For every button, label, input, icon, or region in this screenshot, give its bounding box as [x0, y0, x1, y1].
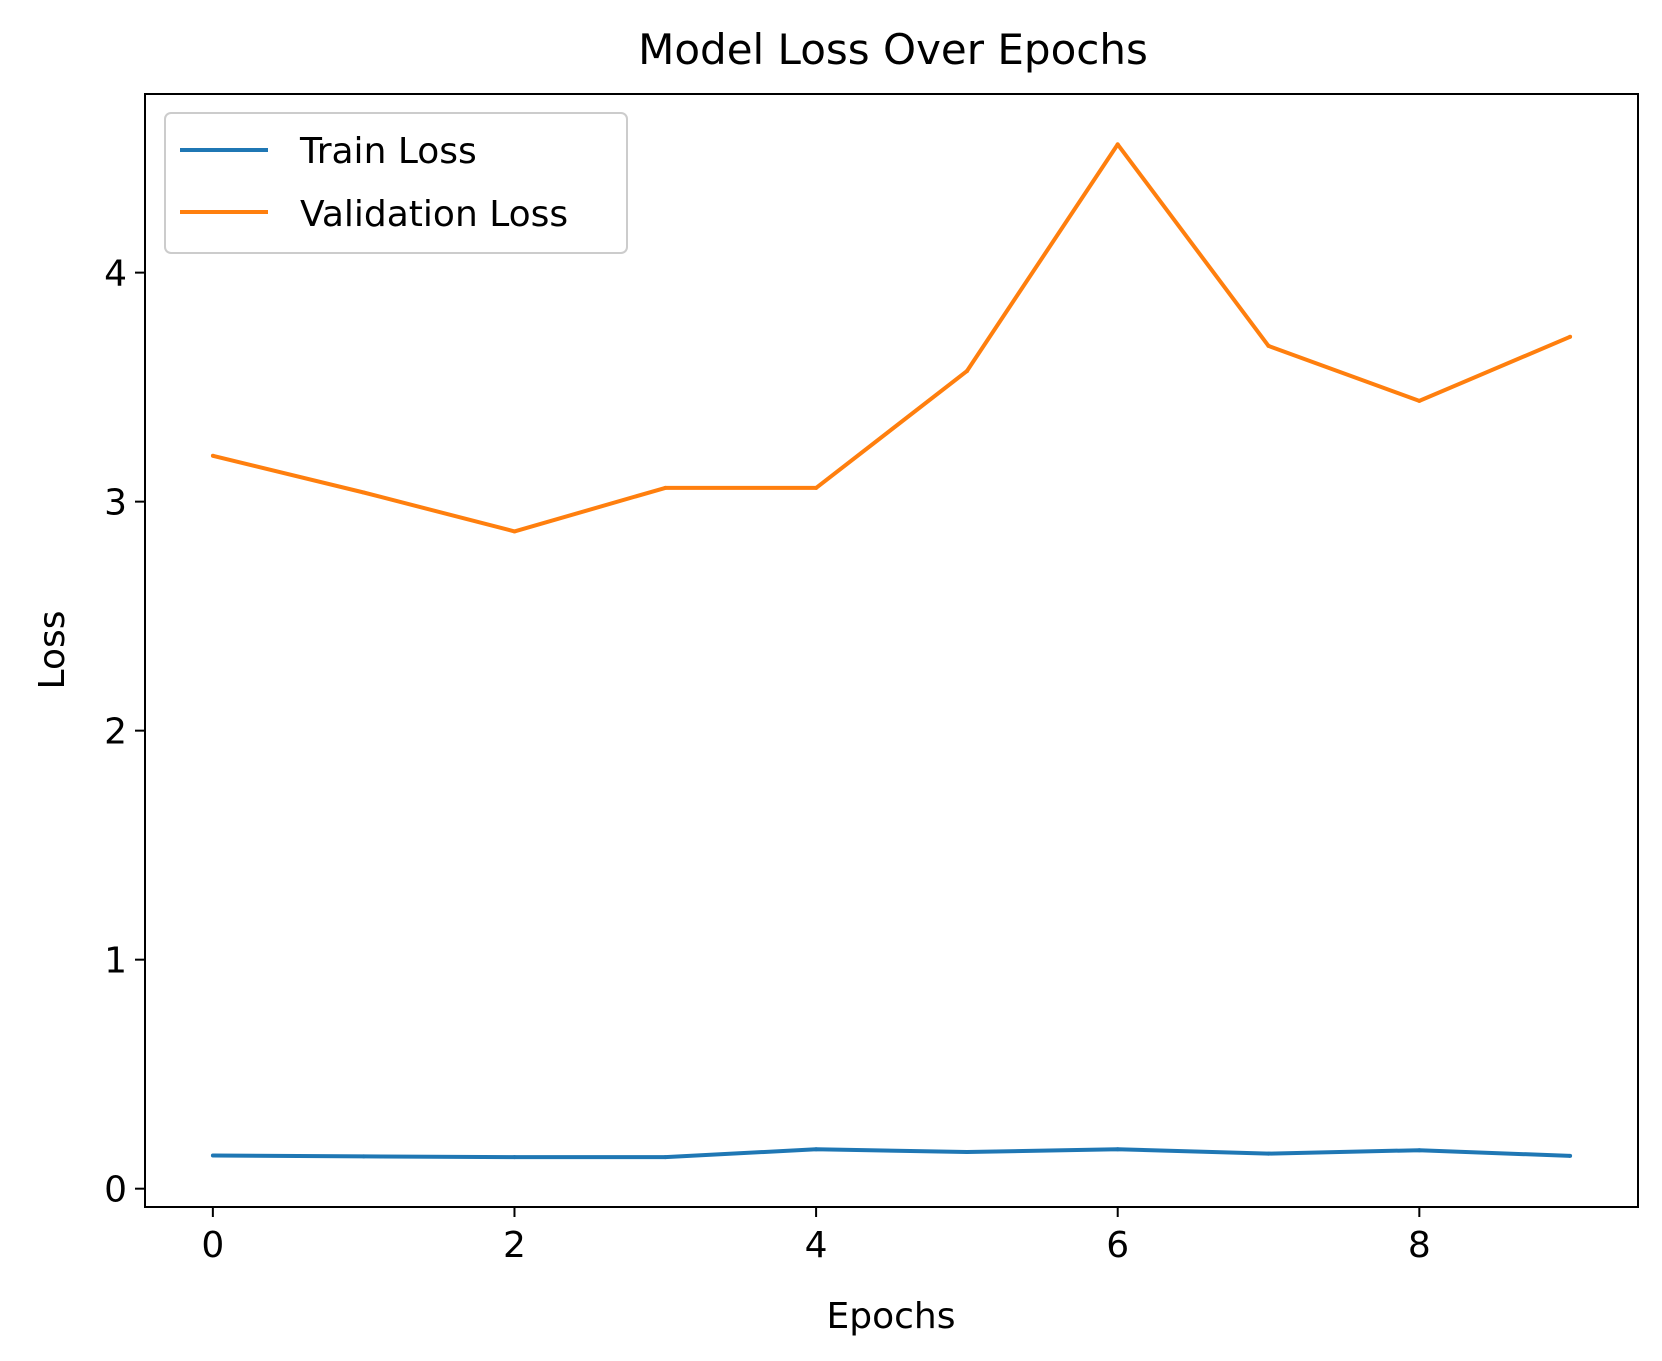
x-axis-label: Epochs: [827, 1296, 956, 1337]
data-point-validation-loss: [512, 529, 517, 534]
y-axis-ticks: 0 1 2 3 4: [104, 254, 145, 1211]
series-line-train-loss: [212, 1147, 1571, 1160]
data-point-validation-loss: [210, 453, 215, 458]
data-point-train-loss: [1568, 1153, 1573, 1158]
legend-label-validation-loss: Validation Loss: [300, 194, 568, 235]
legend-box: [164, 112, 628, 254]
chart-title: Model Loss Over Epochs: [638, 25, 1148, 74]
y-tick-label: 2: [104, 712, 127, 753]
x-tick-label: 8: [1408, 1225, 1431, 1266]
y-tick-label: 1: [104, 941, 127, 982]
data-point-validation-loss: [1568, 334, 1573, 339]
data-point-train-loss: [1266, 1151, 1271, 1156]
x-axis-ticks: 0 2 4 6 8: [201, 1207, 1431, 1266]
x-tick-label: 0: [201, 1225, 224, 1266]
x-tick-label: 2: [503, 1225, 526, 1266]
y-tick-label: 4: [104, 254, 127, 295]
data-point-validation-loss: [663, 485, 668, 490]
data-point-validation-loss: [1266, 343, 1271, 348]
legend: Train Loss Validation Loss: [164, 112, 628, 254]
series-layer: [210, 142, 1573, 1160]
data-point-train-loss: [814, 1147, 819, 1152]
data-point-validation-loss: [1115, 142, 1120, 147]
data-point-validation-loss: [1417, 398, 1422, 403]
data-point-train-loss: [1115, 1147, 1120, 1152]
data-point-train-loss: [1417, 1148, 1422, 1153]
legend-label-train-loss: Train Loss: [299, 131, 477, 172]
data-point-validation-loss: [814, 485, 819, 490]
plot-frame: [144, 93, 1639, 1208]
data-point-train-loss: [964, 1150, 969, 1154]
y-axis-label: Loss: [32, 611, 73, 690]
x-tick-label: 6: [1106, 1225, 1129, 1266]
y-tick-label: 3: [104, 483, 127, 524]
x-tick-label: 4: [805, 1225, 828, 1266]
data-point-train-loss: [512, 1155, 517, 1160]
series-line-validation-loss: [212, 142, 1571, 534]
y-tick-label: 0: [104, 1170, 127, 1211]
data-point-validation-loss: [964, 369, 969, 374]
data-point-train-loss: [663, 1155, 668, 1160]
data-point-train-loss: [361, 1154, 366, 1159]
data-point-validation-loss: [361, 490, 366, 495]
data-point-train-loss: [210, 1153, 215, 1158]
